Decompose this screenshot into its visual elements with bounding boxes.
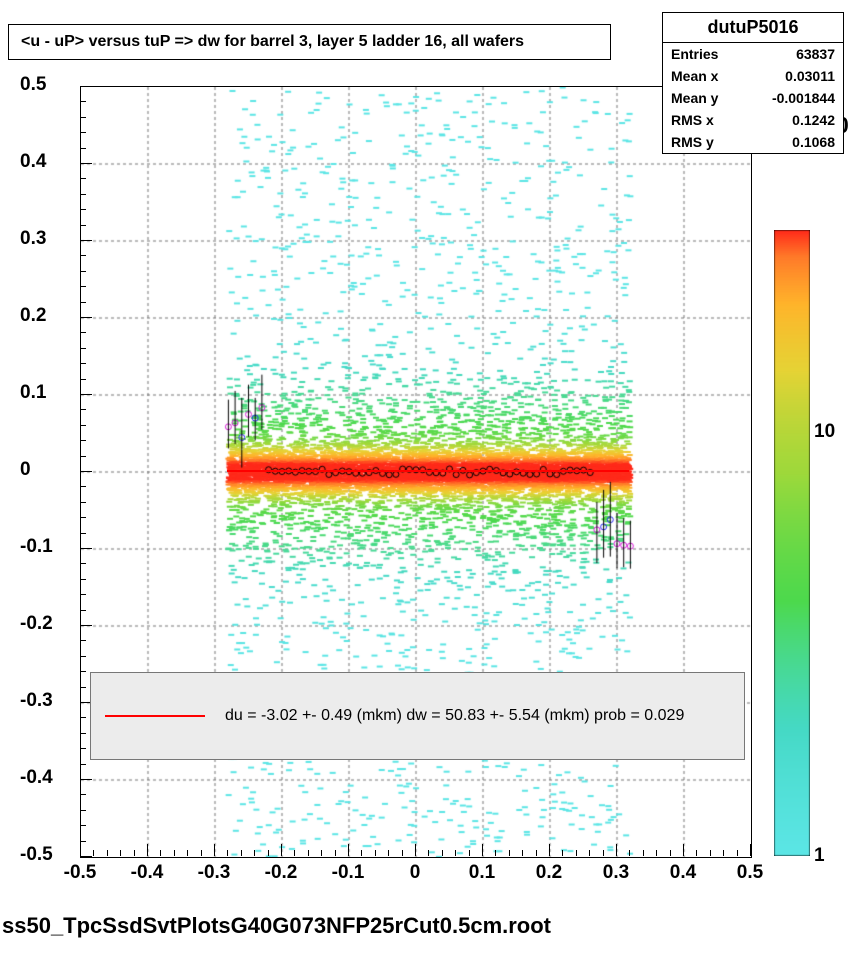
file-label: ss50_TpcSsdSvtPlotsG40G073NFP25rCut0.5cm… xyxy=(2,913,854,939)
stats-label: Mean x xyxy=(671,68,718,84)
axis-tick-label: 0.4 xyxy=(20,151,46,173)
axis-tick-label: 0 xyxy=(20,459,31,481)
axis-tick-label: 0.1 xyxy=(20,382,46,404)
axis-tick-label: -0.1 xyxy=(20,536,53,558)
fit-legend-box: du = -3.02 +- 0.49 (mkm) dw = 50.83 +- 5… xyxy=(90,672,745,760)
stats-row-rmsy: RMS y 0.1068 xyxy=(663,131,843,153)
axis-tick-label: -0.3 xyxy=(198,862,231,884)
axis-tick-label: -0.2 xyxy=(265,862,298,884)
stats-name: dutuP5016 xyxy=(663,13,843,43)
axis-tick-label: 0.3 xyxy=(20,228,46,250)
axis-tick-label: -0.4 xyxy=(20,767,53,789)
colorbar-tick-label: 10 xyxy=(814,421,835,443)
axis-tick-label: -0.5 xyxy=(64,862,97,884)
stats-row-rmsx: RMS x 0.1242 xyxy=(663,109,843,131)
axis-tick-label: 0 xyxy=(410,862,421,884)
axis-tick-label: 0.3 xyxy=(603,862,629,884)
axis-tick-label: -0.1 xyxy=(332,862,365,884)
stats-value: 0.03011 xyxy=(785,68,835,84)
axis-tick-label: 0.1 xyxy=(469,862,495,884)
stats-label: Mean y xyxy=(671,90,718,106)
stats-value: 0.1242 xyxy=(792,112,835,128)
axis-tick-label: -0.5 xyxy=(20,844,53,866)
stats-value: 0.1068 xyxy=(792,134,835,150)
fit-legend-line xyxy=(105,715,205,717)
axis-tick-label: -0.4 xyxy=(131,862,164,884)
fit-legend-text: du = -3.02 +- 0.49 (mkm) dw = 50.83 +- 5… xyxy=(225,707,684,725)
stats-box: dutuP5016 Entries 63837 Mean x 0.03011 M… xyxy=(662,12,844,154)
axis-tick-label: 0.2 xyxy=(20,305,46,327)
stats-value: 63837 xyxy=(796,46,835,62)
stats-label: Entries xyxy=(671,46,718,62)
plot-title-box: <u - uP> versus tuP => dw for barrel 3, … xyxy=(8,24,611,60)
axis-tick-label: -0.2 xyxy=(20,613,53,635)
stats-row-entries: Entries 63837 xyxy=(663,43,843,65)
colorbar xyxy=(774,230,810,856)
axis-tick-label: 0.2 xyxy=(536,862,562,884)
stats-label: RMS x xyxy=(671,112,714,128)
plot-title: <u - uP> versus tuP => dw for barrel 3, … xyxy=(21,33,524,51)
axis-tick-label: 0.5 xyxy=(737,862,763,884)
axis-tick-label: 0.5 xyxy=(20,74,46,96)
stats-label: RMS y xyxy=(671,134,714,150)
stats-value: -0.001844 xyxy=(772,90,835,106)
plot-container: <u - uP> versus tuP => dw for barrel 3, … xyxy=(0,0,854,957)
axis-tick-label: -0.3 xyxy=(20,690,53,712)
stats-row-meany: Mean y -0.001844 xyxy=(663,87,843,109)
colorbar-tick-label: 1 xyxy=(814,845,825,867)
stats-row-meanx: Mean x 0.03011 xyxy=(663,65,843,87)
axis-tick-label: 0.4 xyxy=(670,862,696,884)
fit-line xyxy=(227,470,629,472)
